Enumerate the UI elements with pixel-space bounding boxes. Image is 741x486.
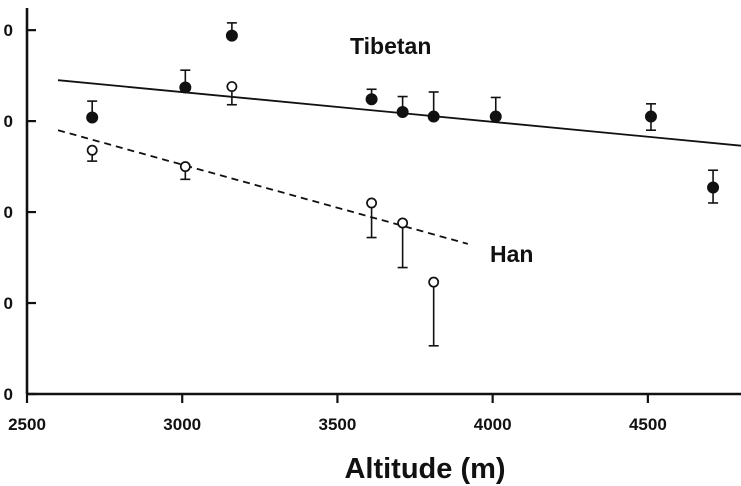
data-point-tibetan: [707, 181, 720, 194]
data-point-han: [86, 144, 98, 156]
x-tick-label: 3500: [319, 415, 357, 434]
data-point-tibetan: [365, 93, 378, 106]
y-tick-label: 0: [4, 21, 13, 40]
x-axis-title: Altitude (m): [344, 453, 505, 485]
data-point-han: [428, 276, 440, 288]
data-point-tibetan: [396, 106, 409, 119]
series-label-tibetan: Tibetan: [350, 33, 431, 59]
y-tick-label: 0: [4, 112, 13, 131]
data-point-tibetan: [179, 81, 192, 94]
x-tick-label: 3000: [163, 415, 201, 434]
ticks: 2500 3000 3500 4000 4500 0 0 0 0 0: [4, 21, 667, 434]
data-point-tibetan: [86, 111, 99, 124]
data-point-han: [226, 81, 238, 92]
y-tick-label: 0: [4, 294, 13, 313]
data-point-tibetan: [489, 110, 502, 123]
data-point-tibetan: [644, 110, 657, 123]
y-tick-label: 0: [4, 203, 13, 222]
series-label-han: Han: [490, 241, 533, 267]
axes: [25, 8, 741, 396]
data-point-han: [179, 161, 191, 173]
y-tick-label: 0: [4, 385, 13, 404]
data-points: [86, 22, 720, 347]
x-tick-label: 4500: [629, 415, 667, 434]
data-point-tibetan: [427, 110, 440, 123]
x-tick-label: 2500: [8, 415, 46, 434]
data-point-han: [366, 197, 378, 209]
x-tick-label: 4000: [474, 415, 512, 434]
data-point-han: [397, 217, 409, 229]
data-point-tibetan: [225, 29, 238, 42]
